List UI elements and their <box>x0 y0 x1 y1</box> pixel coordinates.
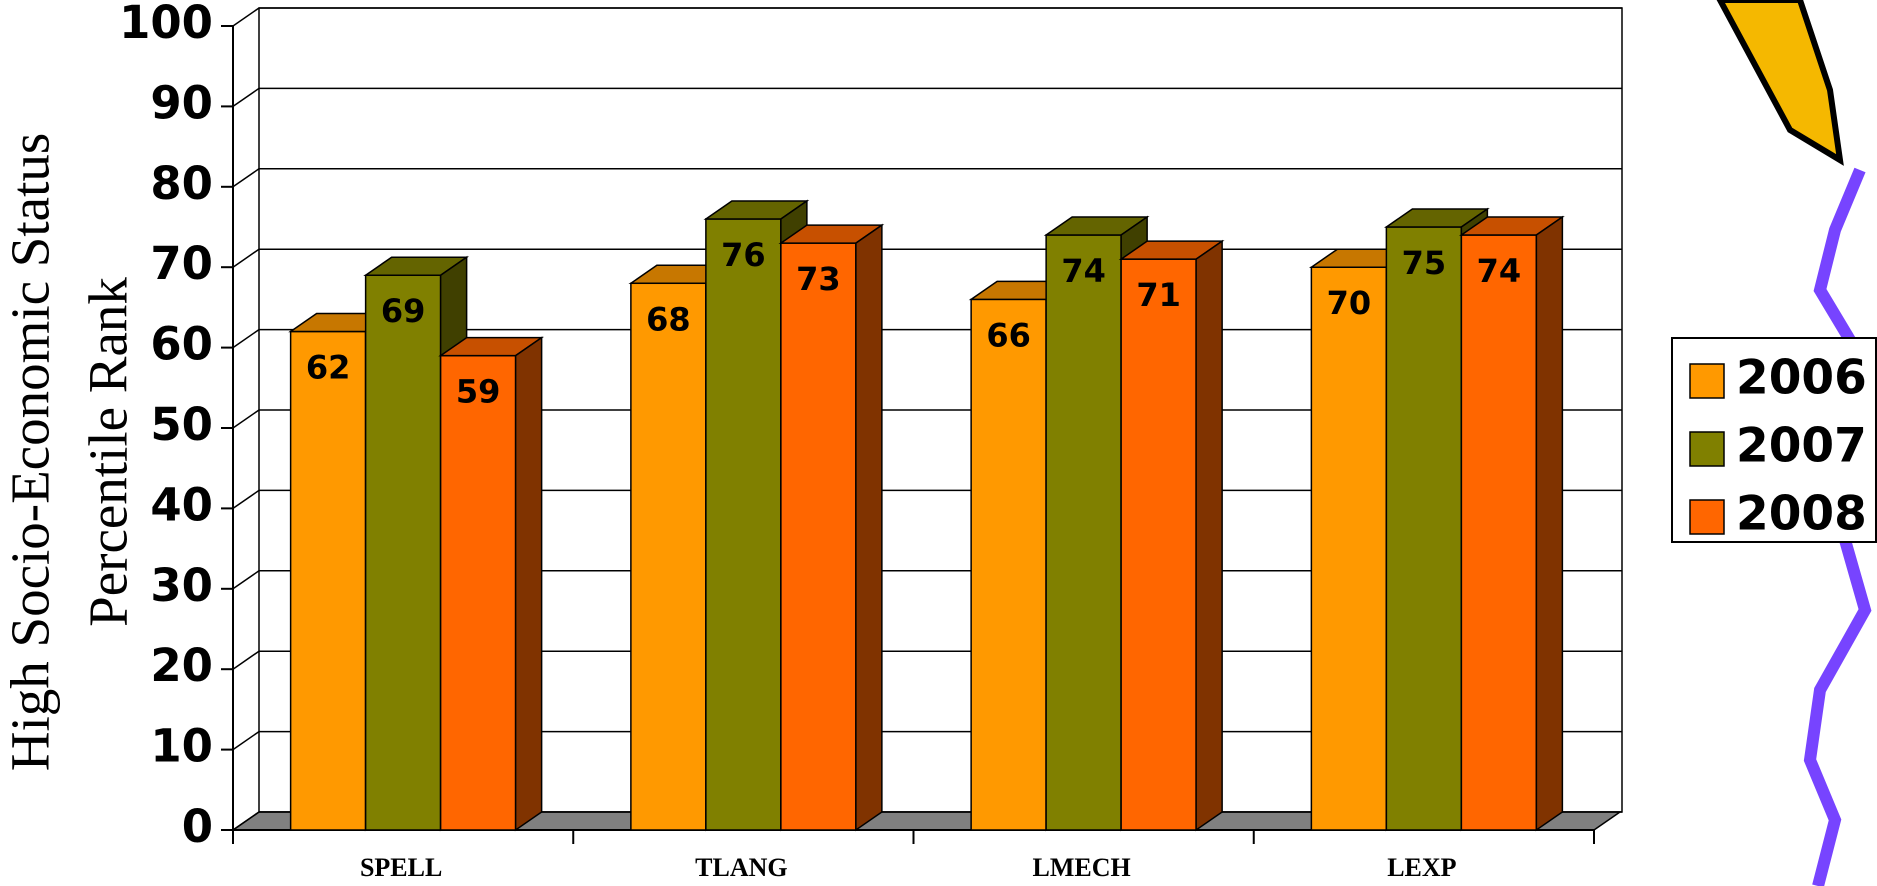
x-tick-label: TLANG <box>695 853 787 882</box>
bar-side <box>1535 215 1564 832</box>
y-tick-label: 100 <box>119 0 213 49</box>
bar <box>630 282 707 831</box>
bar <box>1460 234 1538 831</box>
data-label: 76 <box>721 236 766 274</box>
bar-side <box>1195 239 1223 832</box>
bar <box>1045 234 1122 831</box>
bar <box>780 242 857 831</box>
y-tick-label: 20 <box>150 639 213 692</box>
x-tick-label: SPELL <box>360 853 442 882</box>
x-tick-label: LEXP <box>1387 853 1456 882</box>
grid-line <box>232 7 260 27</box>
y-axis-title: High Socio-Economic Status <box>0 133 61 772</box>
legend-label: 2006 <box>1736 351 1867 406</box>
bar <box>1385 226 1463 831</box>
grid-line <box>232 811 260 831</box>
grid-line <box>232 650 260 670</box>
data-label: 73 <box>796 260 841 298</box>
y-tick-label: 70 <box>150 237 213 290</box>
legend-swatch <box>1689 431 1725 467</box>
bar <box>1310 266 1388 831</box>
bar-side <box>514 336 543 832</box>
data-label: 71 <box>1136 276 1181 314</box>
legend-label: 2007 <box>1736 419 1867 474</box>
x-tick-label: LMECH <box>1033 853 1131 882</box>
data-label: 70 <box>1327 284 1372 322</box>
grid-line <box>232 87 260 108</box>
grid-line <box>232 570 260 590</box>
data-label: 74 <box>1477 252 1522 290</box>
legend-swatch <box>1689 499 1725 535</box>
y-axis-title: Percentile Rank <box>78 277 139 627</box>
y-tick-label: 60 <box>150 318 213 371</box>
bar <box>439 354 517 831</box>
bar <box>364 274 442 831</box>
grid-line <box>232 328 260 349</box>
data-label: 59 <box>456 373 501 411</box>
data-label: 69 <box>381 292 426 330</box>
data-label: 68 <box>646 300 691 338</box>
bar <box>289 330 367 831</box>
y-tick-label: 10 <box>150 720 213 773</box>
grid-line <box>232 409 260 429</box>
grid-line <box>232 168 260 188</box>
grid-line <box>232 489 260 510</box>
data-label: 74 <box>1061 252 1106 290</box>
y-tick-label: 80 <box>150 157 213 210</box>
grid-line <box>232 248 260 268</box>
bar-side <box>855 223 883 832</box>
bar <box>970 298 1047 831</box>
y-tick-label: 30 <box>150 559 213 612</box>
bar <box>1120 258 1197 831</box>
data-label: 75 <box>1402 244 1447 282</box>
data-label: 66 <box>986 316 1031 354</box>
bar <box>705 218 782 831</box>
legend-swatch <box>1689 363 1725 399</box>
y-tick-label: 90 <box>150 76 213 129</box>
y-tick-label: 40 <box>150 478 213 531</box>
decoration <box>1716 0 1844 166</box>
legend-label: 2008 <box>1736 487 1867 542</box>
grid-line <box>232 730 260 751</box>
y-tick-label: 50 <box>150 398 213 451</box>
data-label: 62 <box>306 349 351 387</box>
y-tick-label: 0 <box>182 800 213 853</box>
